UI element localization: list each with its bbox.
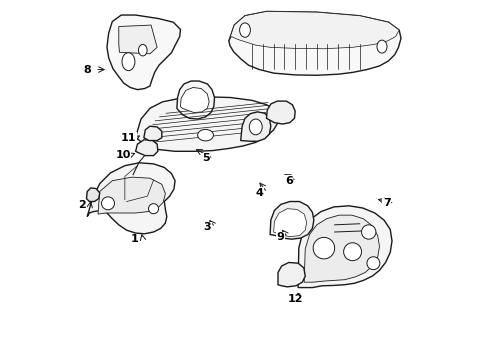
Polygon shape <box>136 140 158 156</box>
Ellipse shape <box>249 119 262 135</box>
Text: 7: 7 <box>383 198 391 208</box>
Polygon shape <box>136 97 279 151</box>
Text: 10: 10 <box>115 150 131 160</box>
Text: 3: 3 <box>203 222 211 232</box>
Text: 5: 5 <box>202 153 209 163</box>
Polygon shape <box>270 202 314 239</box>
Circle shape <box>313 237 335 259</box>
Circle shape <box>101 197 115 210</box>
Ellipse shape <box>197 130 214 141</box>
Text: 9: 9 <box>276 232 284 242</box>
Circle shape <box>148 204 159 214</box>
Ellipse shape <box>240 23 250 37</box>
Circle shape <box>362 225 376 239</box>
Polygon shape <box>274 209 307 237</box>
Ellipse shape <box>139 44 147 56</box>
Text: 6: 6 <box>285 176 293 186</box>
Text: 11: 11 <box>121 133 136 143</box>
Text: 1: 1 <box>131 234 139 244</box>
Circle shape <box>343 243 362 261</box>
Polygon shape <box>177 81 215 119</box>
Polygon shape <box>87 163 175 234</box>
Polygon shape <box>229 12 401 75</box>
Text: 12: 12 <box>288 294 303 304</box>
Polygon shape <box>119 25 157 54</box>
Polygon shape <box>98 177 166 214</box>
Polygon shape <box>180 87 209 113</box>
Polygon shape <box>144 126 162 140</box>
Ellipse shape <box>122 53 135 71</box>
Text: 4: 4 <box>255 188 263 198</box>
Polygon shape <box>304 215 379 282</box>
Polygon shape <box>267 101 295 124</box>
Polygon shape <box>107 15 180 90</box>
Polygon shape <box>298 206 392 288</box>
Ellipse shape <box>377 40 387 53</box>
Polygon shape <box>278 262 305 287</box>
Circle shape <box>367 257 380 270</box>
Polygon shape <box>87 188 100 202</box>
Text: 8: 8 <box>83 64 91 75</box>
Text: 2: 2 <box>78 200 86 210</box>
Polygon shape <box>229 12 399 49</box>
Polygon shape <box>241 112 271 141</box>
